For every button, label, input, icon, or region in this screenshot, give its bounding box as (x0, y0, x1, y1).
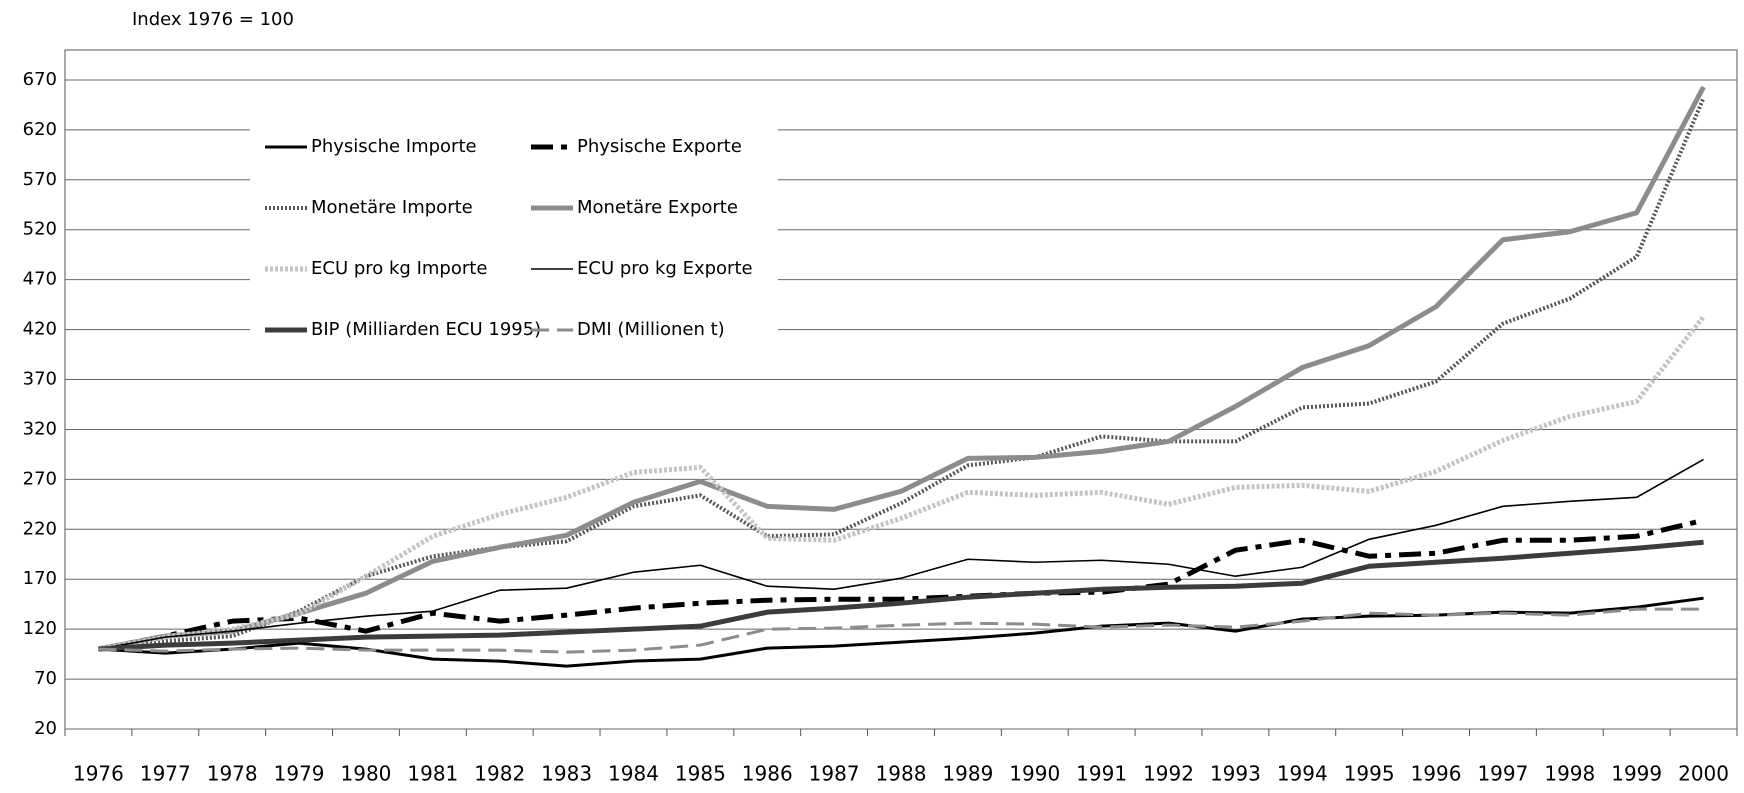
x-tick-label: 1984 (608, 762, 659, 786)
x-tick-label: 1995 (1344, 762, 1395, 786)
y-tick-label: 70 (34, 668, 57, 689)
x-tick-label: 1976 (73, 762, 124, 786)
x-tick-label: 1993 (1210, 762, 1261, 786)
legend-label: ECU pro kg Exporte (577, 258, 753, 279)
y-tick-label: 470 (23, 269, 57, 290)
series-line (98, 539, 1704, 652)
legend-label: Monetäre Importe (311, 197, 473, 218)
y-tick-label: 20 (34, 718, 57, 739)
legend-label: Physische Exporte (577, 136, 742, 157)
y-tick-label: 670 (23, 69, 57, 90)
legend-label: ECU pro kg Importe (311, 258, 487, 279)
x-tick-label: 1977 (140, 762, 191, 786)
series-line (97, 315, 1706, 652)
x-tick-label: 1992 (1143, 762, 1194, 786)
x-tick-label: 1990 (1009, 762, 1060, 786)
y-tick-label: 220 (23, 518, 57, 539)
legend-label: Physische Importe (311, 136, 477, 157)
x-tick-label: 1985 (675, 762, 726, 786)
y-tick-label: 320 (23, 418, 57, 439)
y-tick-label: 370 (23, 369, 57, 390)
y-tick-label: 520 (23, 219, 57, 240)
series-line (97, 85, 1706, 652)
y-tick-label: 120 (23, 618, 57, 639)
legend-label: Monetäre Exporte (577, 197, 738, 218)
x-tick-label: 1997 (1477, 762, 1528, 786)
series-line (97, 517, 1705, 652)
x-tick-label: 1986 (742, 762, 793, 786)
x-tick-label: 1983 (541, 762, 592, 786)
x-tick-label: 1980 (341, 762, 392, 786)
legend-box (250, 112, 778, 356)
x-tick-label: 1999 (1611, 762, 1662, 786)
x-tick-label: 1981 (407, 762, 458, 786)
x-tick-label: 1996 (1411, 762, 1462, 786)
x-tick-label: 1994 (1277, 762, 1328, 786)
x-tick-label: 2000 (1678, 762, 1729, 786)
x-tick-label: 1991 (1076, 762, 1127, 786)
y-tick-label: 620 (23, 119, 57, 140)
series-line (98, 596, 1704, 668)
x-tick-label: 1989 (942, 762, 993, 786)
y-tick-label: 570 (23, 169, 57, 190)
series-line (98, 607, 1704, 654)
legend-label: BIP (Milliarden ECU 1995) (311, 319, 541, 340)
legend-label: DMI (Millionen t) (577, 319, 725, 340)
x-tick-label: 1978 (207, 762, 258, 786)
x-tick-label: 1982 (474, 762, 525, 786)
x-tick-label: 1979 (274, 762, 325, 786)
x-tick-label: 1988 (876, 762, 927, 786)
y-tick-label: 270 (23, 468, 57, 489)
series-line (98, 458, 1704, 650)
chart-title: Index 1976 = 100 (132, 9, 294, 30)
x-tick-label: 1987 (809, 762, 860, 786)
y-tick-label: 420 (23, 319, 57, 340)
x-tick-label: 1998 (1544, 762, 1595, 786)
y-tick-label: 170 (23, 568, 57, 589)
